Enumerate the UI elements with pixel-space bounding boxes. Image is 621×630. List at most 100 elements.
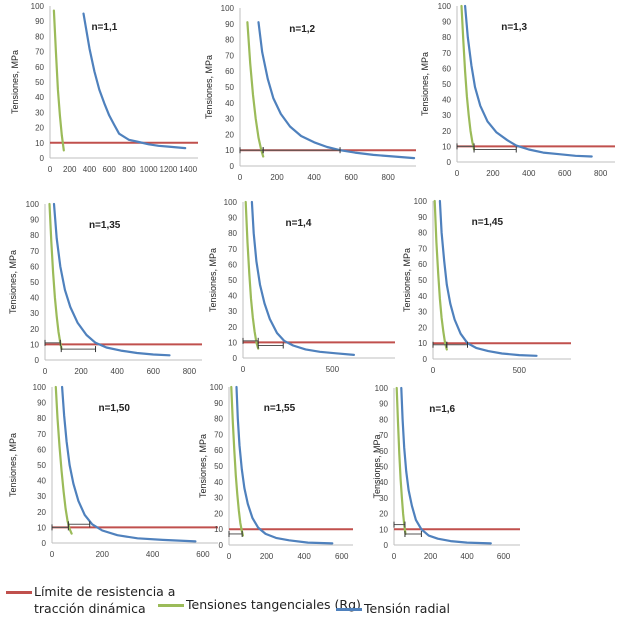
- y-tick-label: 30: [30, 309, 39, 318]
- x-tick-label: 600: [103, 165, 117, 174]
- y-tick-label: 0: [447, 158, 452, 167]
- y-tick-label: 30: [228, 307, 237, 316]
- y-tick-label: 50: [225, 83, 234, 92]
- y-tick-label: 90: [37, 399, 46, 408]
- y-axis-label: Tensiones, MPa: [208, 248, 218, 312]
- y-tick-label: 40: [35, 93, 44, 102]
- y-tick-label: 50: [418, 276, 427, 285]
- y-tick-label: 80: [37, 414, 46, 423]
- y-tick-label: 30: [379, 494, 388, 503]
- y-tick-label: 80: [228, 229, 237, 238]
- x-tick-label: 600: [558, 169, 572, 178]
- y-tick-label: 70: [228, 245, 237, 254]
- y-tick-label: 70: [418, 244, 427, 253]
- x-tick-label: 200: [63, 165, 77, 174]
- y-tick-label: 0: [219, 541, 224, 550]
- chart-title: n=1,3: [501, 22, 527, 33]
- radial-series-line: [250, 200, 355, 356]
- y-tick-label: 50: [30, 278, 39, 287]
- x-tick-label: 0: [455, 169, 460, 178]
- tangential-series-line: [52, 9, 65, 152]
- x-tick-label: 800: [594, 169, 608, 178]
- x-tick-label: 200: [74, 367, 88, 376]
- legend-label-tangential: Tensiones tangenciales (Rg): [186, 597, 361, 612]
- x-tick-label: 400: [460, 552, 474, 560]
- radial-series-line: [257, 21, 416, 160]
- y-tick-label: 40: [37, 477, 46, 486]
- chart-title: n=1,35: [89, 220, 121, 231]
- y-tick-label: 90: [228, 214, 237, 223]
- y-tick-label: 0: [230, 162, 235, 171]
- x-tick-label: 1400: [179, 165, 197, 174]
- y-tick-label: 100: [375, 384, 389, 393]
- y-tick-label: 90: [379, 400, 388, 409]
- y-axis-label: Tensiones, MPa: [372, 434, 382, 498]
- y-tick-label: 70: [30, 247, 39, 256]
- x-tick-label: 0: [431, 366, 436, 375]
- y-tick-label: 30: [225, 115, 234, 124]
- x-tick-label: 400: [111, 367, 125, 376]
- chart-title: n=1,55: [264, 403, 296, 414]
- y-tick-label: 30: [214, 494, 223, 503]
- y-tick-label: 50: [442, 80, 451, 89]
- tangential-series-line: [54, 385, 73, 535]
- legend-item-radial: Tensión radial: [336, 600, 450, 617]
- y-tick-label: 60: [37, 445, 46, 454]
- x-tick-label: 600: [196, 550, 210, 559]
- y-tick-label: 90: [35, 17, 44, 26]
- chart-panel: 0 10 20 30 40 50 60 70 80 90 100 0 200 400 600 800 Tensi…: [420, 2, 615, 178]
- y-tick-label: 50: [379, 463, 388, 472]
- radial-series-line: [464, 4, 593, 158]
- y-tick-label: 40: [418, 292, 427, 301]
- y-tick-label: 70: [442, 49, 451, 58]
- x-tick-label: 400: [297, 552, 311, 560]
- chart-title: n=1,50: [98, 403, 130, 414]
- y-tick-label: 50: [214, 462, 223, 471]
- x-tick-label: 500: [513, 366, 527, 375]
- legend-swatch-limit: [6, 591, 32, 594]
- y-tick-label: 100: [224, 198, 238, 207]
- y-tick-label: 40: [442, 96, 451, 105]
- y-tick-label: 60: [225, 67, 234, 76]
- chart-title: n=1,1: [91, 22, 117, 33]
- y-tick-label: 10: [35, 139, 44, 148]
- chart-title: n=1,2: [289, 24, 315, 35]
- y-tick-label: 10: [225, 146, 234, 155]
- x-tick-label: 200: [424, 552, 438, 560]
- y-tick-label: 30: [37, 492, 46, 501]
- y-tick-label: 10: [442, 142, 451, 151]
- tangential-series-line: [460, 4, 476, 151]
- chart-panel: 0 10 20 30 40 50 60 70 80 90 100 0 200 400 600 Tensione…: [8, 383, 218, 559]
- x-tick-label: 600: [344, 173, 358, 182]
- y-tick-label: 100: [210, 383, 224, 392]
- legend-item-tangential: Tensiones tangenciales (Rg): [158, 596, 361, 613]
- legend-item-limit: Límite de resistencia a tracción dinámic…: [6, 583, 175, 617]
- y-tick-label: 0: [233, 354, 238, 363]
- y-tick-label: 100: [26, 200, 40, 209]
- y-tick-label: 50: [228, 276, 237, 285]
- y-tick-label: 90: [442, 18, 451, 27]
- y-tick-label: 80: [30, 231, 39, 240]
- y-tick-label: 90: [30, 216, 39, 225]
- x-tick-label: 0: [227, 552, 232, 560]
- y-tick-label: 70: [225, 51, 234, 60]
- y-tick-label: 10: [37, 523, 46, 532]
- y-tick-label: 10: [30, 340, 39, 349]
- radial-series-line: [60, 385, 197, 543]
- y-tick-label: 0: [40, 154, 45, 163]
- tangential-series-line: [230, 385, 244, 537]
- tangential-series-line: [433, 199, 448, 351]
- y-tick-label: 10: [214, 525, 223, 534]
- y-tick-label: 80: [35, 32, 44, 41]
- x-tick-label: 0: [43, 367, 48, 376]
- chart-panel: 0 10 20 30 40 50 60 70 80 90 100 0 500 Tensiones, MPa…: [208, 198, 395, 374]
- y-tick-label: 20: [225, 130, 234, 139]
- y-tick-label: 70: [379, 431, 388, 440]
- y-tick-label: 70: [214, 430, 223, 439]
- radial-series-line: [82, 12, 187, 150]
- y-tick-label: 20: [379, 510, 388, 519]
- y-tick-label: 20: [30, 325, 39, 334]
- y-tick-label: 30: [35, 108, 44, 117]
- x-tick-label: 0: [392, 552, 397, 560]
